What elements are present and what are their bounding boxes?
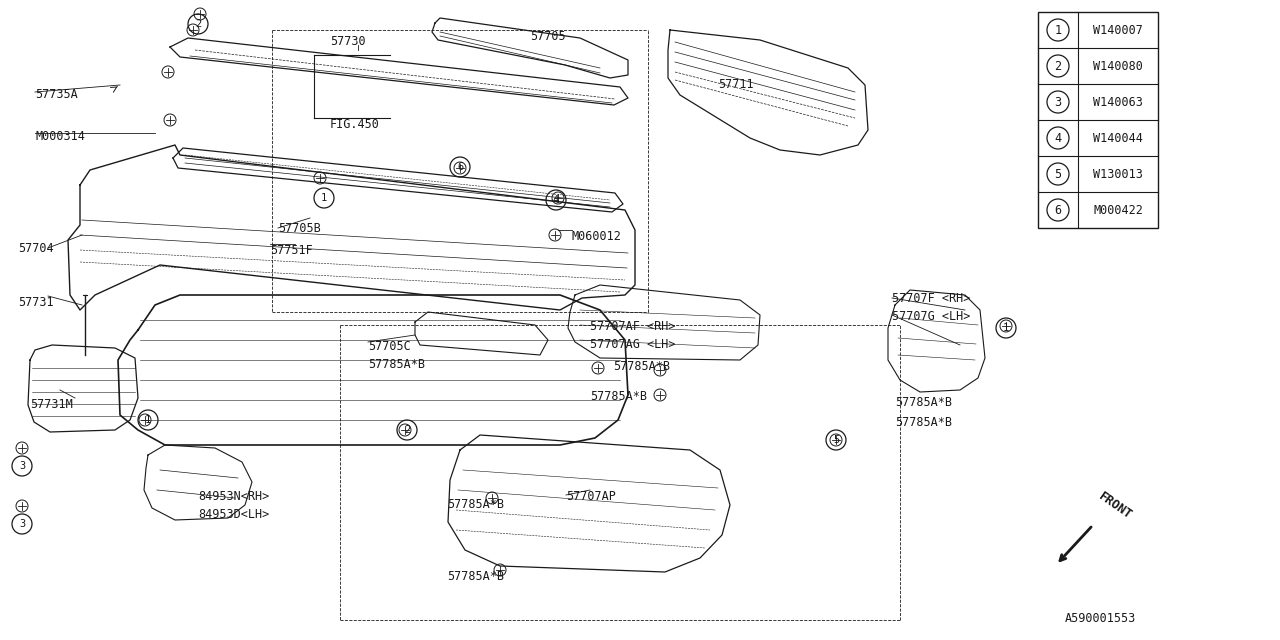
Text: 57707AG <LH>: 57707AG <LH> (590, 338, 676, 351)
Text: 57735A: 57735A (35, 88, 78, 101)
Text: 57751F: 57751F (270, 244, 312, 257)
Text: 4: 4 (553, 195, 559, 205)
Text: 57707G <LH>: 57707G <LH> (892, 310, 970, 323)
Text: 5: 5 (1055, 168, 1061, 180)
Text: 3: 3 (19, 461, 26, 471)
Text: FRONT: FRONT (1096, 490, 1134, 522)
Text: 57731: 57731 (18, 296, 54, 309)
Text: 57731M: 57731M (29, 398, 73, 411)
Text: 57785A*B: 57785A*B (895, 396, 952, 409)
Text: 2: 2 (404, 425, 410, 435)
Text: 84953N<RH>: 84953N<RH> (198, 490, 269, 503)
Text: 57705B: 57705B (278, 222, 321, 235)
Text: W130013: W130013 (1093, 168, 1143, 180)
Text: 57705C: 57705C (369, 340, 411, 353)
Text: 1: 1 (1002, 323, 1009, 333)
Text: 57785A*B: 57785A*B (590, 390, 646, 403)
Text: 6: 6 (457, 162, 463, 172)
Text: 57785A*B: 57785A*B (447, 570, 504, 583)
Text: 57785A*B: 57785A*B (895, 416, 952, 429)
Text: 57705: 57705 (530, 30, 566, 43)
Text: M000422: M000422 (1093, 204, 1143, 216)
Text: 3: 3 (19, 519, 26, 529)
Text: 57785A*B: 57785A*B (369, 358, 425, 371)
Text: M060012: M060012 (572, 230, 622, 243)
Text: 5: 5 (833, 435, 840, 445)
Text: 57730: 57730 (330, 35, 366, 48)
Text: W140044: W140044 (1093, 131, 1143, 145)
Text: 57711: 57711 (718, 78, 754, 91)
Text: 2: 2 (195, 19, 201, 29)
Text: 2: 2 (1055, 60, 1061, 72)
Text: 57707AF <RH>: 57707AF <RH> (590, 320, 676, 333)
Text: 3: 3 (1055, 95, 1061, 109)
Text: 6: 6 (1055, 204, 1061, 216)
Text: 57707F <RH>: 57707F <RH> (892, 292, 970, 305)
Bar (1038, 12, 1158, 228)
Text: W140007: W140007 (1093, 24, 1143, 36)
Text: 1: 1 (145, 415, 151, 425)
Text: 4: 4 (1055, 131, 1061, 145)
Text: M000314: M000314 (35, 130, 84, 143)
Text: A590001553: A590001553 (1065, 612, 1135, 625)
Text: 84953D<LH>: 84953D<LH> (198, 508, 269, 521)
Text: W140063: W140063 (1093, 95, 1143, 109)
Text: W140080: W140080 (1093, 60, 1143, 72)
Text: 1: 1 (321, 193, 328, 203)
Text: 57785A*B: 57785A*B (613, 360, 669, 373)
Text: 57707AP: 57707AP (566, 490, 616, 503)
Text: 57704: 57704 (18, 242, 54, 255)
Text: 57785A*B: 57785A*B (447, 498, 504, 511)
Text: 1: 1 (1055, 24, 1061, 36)
Text: FIG.450: FIG.450 (330, 118, 380, 131)
